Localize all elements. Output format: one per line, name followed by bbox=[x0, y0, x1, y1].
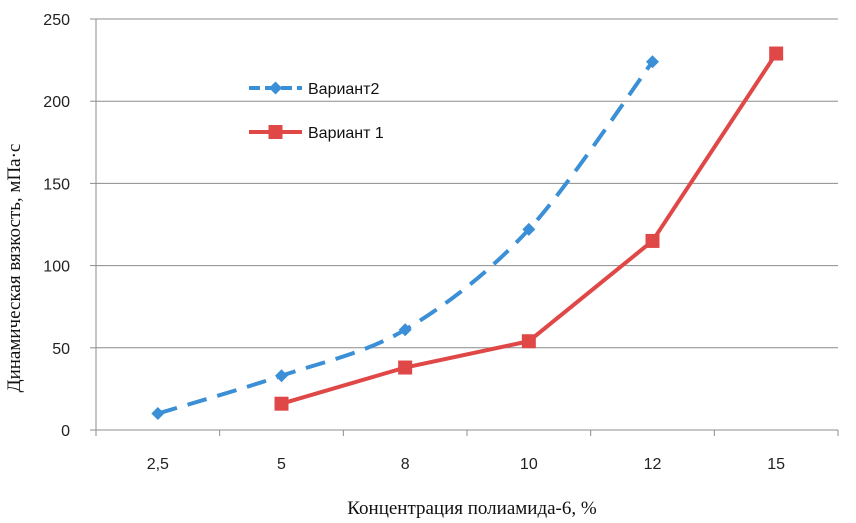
data-point bbox=[151, 407, 165, 421]
data-point bbox=[645, 233, 660, 248]
series bbox=[151, 46, 784, 421]
y-tick-label: 200 bbox=[43, 94, 70, 111]
x-tick-label: 2,5 bbox=[147, 456, 169, 473]
x-tick-label: 10 bbox=[520, 456, 538, 473]
series-2 bbox=[274, 46, 784, 411]
data-point bbox=[646, 55, 659, 69]
x-tick-label: 15 bbox=[767, 456, 785, 473]
legend-item: Вариант2 bbox=[249, 81, 379, 98]
series-line bbox=[157, 60, 655, 416]
data-point bbox=[275, 369, 288, 383]
x-tick-labels: 2,5 5 8 10 12 15 bbox=[147, 456, 785, 473]
y-axis-title: Динамическая вязкость, мПа·с bbox=[4, 144, 25, 393]
data-point bbox=[398, 323, 412, 337]
data-point bbox=[521, 334, 536, 349]
legend-label: Вариант2 bbox=[308, 81, 379, 98]
x-tick-label: 12 bbox=[644, 456, 662, 473]
data-point bbox=[398, 360, 413, 375]
legend-swatch-marker bbox=[268, 125, 283, 139]
x-tick-label: 5 bbox=[277, 456, 286, 473]
y-tick-label: 150 bbox=[43, 176, 70, 193]
x-axis-title: Концентрация полиамида-6, % bbox=[347, 498, 597, 519]
y-tick-label: 0 bbox=[61, 423, 70, 440]
data-point bbox=[274, 396, 289, 411]
y-tick-label: 50 bbox=[52, 341, 70, 358]
x-tick-label: 8 bbox=[401, 456, 410, 473]
data-point bbox=[522, 222, 536, 236]
axes bbox=[90, 18, 839, 436]
y-tick-labels: 0 50 100 150 200 250 bbox=[43, 12, 70, 440]
data-point bbox=[769, 46, 784, 61]
legend: Вариант2 Вариант 1 bbox=[249, 81, 384, 142]
legend-swatch-marker bbox=[269, 81, 282, 95]
series-1 bbox=[151, 55, 659, 421]
legend-label: Вариант 1 bbox=[308, 125, 384, 142]
y-tick-label: 100 bbox=[43, 259, 70, 276]
y-tick-label: 250 bbox=[43, 12, 70, 29]
grid-lines bbox=[96, 18, 838, 349]
legend-item: Вариант 1 bbox=[249, 125, 384, 142]
